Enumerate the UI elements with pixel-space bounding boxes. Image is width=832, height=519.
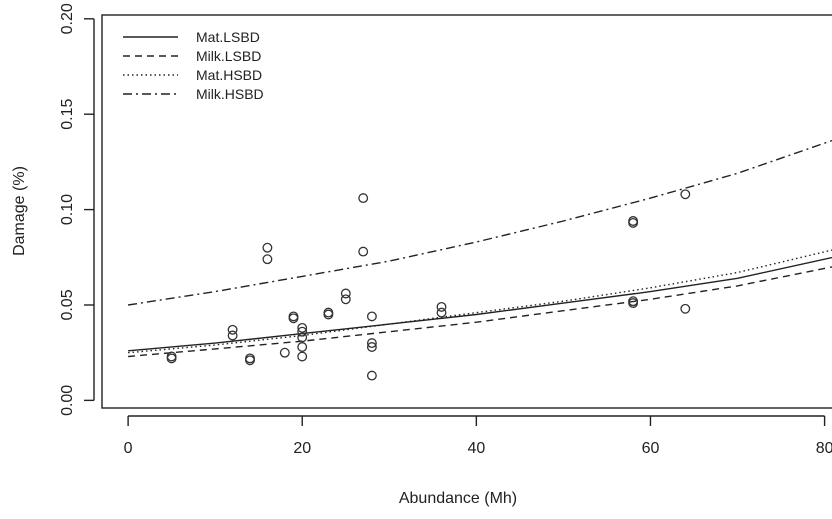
legend: Mat.LSBD Milk.LSBD Mat.HSBD Milk.HSBD [123,29,264,102]
data-point [366,370,377,381]
data-point [366,342,377,352]
legend-label: Mat.LSBD [196,29,260,45]
data-point [358,193,369,204]
data-point [227,330,238,341]
points-layer [166,189,691,381]
legend-label: Mat.HSBD [196,67,262,83]
data-point [279,347,290,358]
legend-label: Milk.HSBD [196,86,264,102]
series-line-mat-lsbd [128,256,832,352]
data-point [245,353,255,364]
x-axis-label: Abundance (Mh) [399,490,517,507]
legend-label: Milk.LSBD [196,48,261,64]
y-tick-label: 0.05 [59,289,76,320]
data-point [436,307,447,318]
data-point [323,309,334,320]
y-tick-label: 0.10 [59,194,76,225]
y-tick-label: 0.15 [59,99,76,130]
x-tick-label: 20 [293,440,311,457]
data-point [436,301,447,312]
data-point [297,351,308,362]
series-line-mat-hsbd [128,249,832,354]
data-point [358,246,369,257]
y-tick-label: 0.00 [59,385,76,416]
data-point [340,288,351,299]
series-layer [127,139,832,358]
data-point [680,189,691,200]
data-point [297,322,308,333]
x-tick-label: 40 [467,440,485,457]
data-point [628,217,639,228]
x-axis: 0 20 40 60 80 [124,415,832,457]
data-point [262,254,273,265]
data-point [262,242,273,253]
data-point [297,342,308,352]
data-point [288,313,299,324]
data-point [227,324,238,335]
data-point [166,351,177,362]
x-tick-label: 80 [816,440,832,457]
data-point [366,311,377,322]
data-point [340,294,351,305]
data-point [628,298,639,309]
plot-area [101,14,832,409]
series-line-milk-hsbd [127,139,832,306]
series-line-milk-lsbd [128,266,832,358]
y-tick-label: 0.20 [59,3,76,34]
data-point [366,338,377,349]
x-tick-label: 0 [124,440,133,457]
plot-frame [101,14,832,409]
data-point [297,326,308,337]
data-point [297,332,308,343]
data-point [680,303,691,314]
y-axis: 0.00 0.05 0.10 0.15 0.20 [59,3,95,416]
y-axis-label: Damage (%) [11,166,28,256]
x-tick-label: 60 [642,440,660,457]
